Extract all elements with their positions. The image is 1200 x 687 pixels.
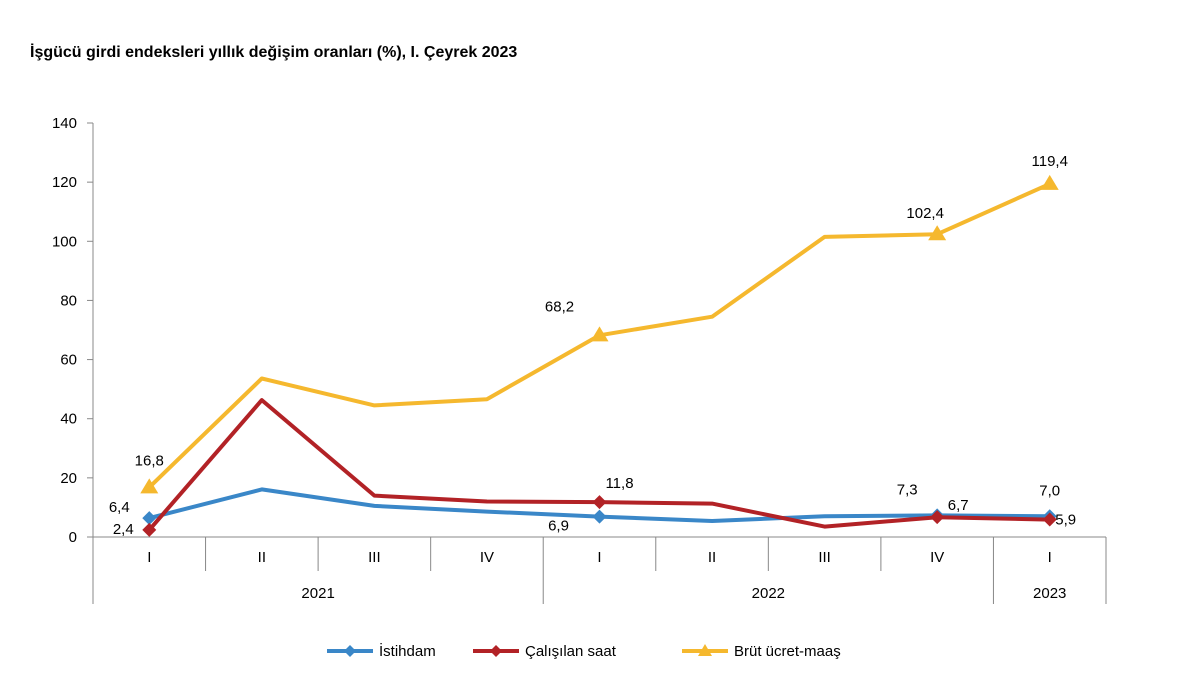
year-label: 2021	[301, 585, 334, 602]
data-label: 119,4	[1032, 153, 1068, 170]
x-tick-label: I	[597, 549, 601, 566]
legend-marker-triangle	[698, 644, 712, 656]
x-tick-label: IV	[930, 549, 944, 566]
series-point-diamond	[142, 522, 157, 537]
x-tick-label: I	[147, 549, 151, 566]
year-label: 2022	[752, 585, 785, 602]
series-point-diamond	[930, 510, 945, 525]
data-label: 16,8	[135, 452, 164, 469]
y-tick-label: 0	[69, 529, 77, 546]
series-point-diamond	[1042, 512, 1057, 527]
legend-marker-diamond	[490, 645, 502, 657]
y-tick-label: 40	[60, 411, 77, 428]
series-point-triangle	[590, 326, 609, 342]
series-point-diamond	[592, 495, 607, 510]
y-tick-label: 140	[52, 115, 77, 132]
data-label: 68,2	[545, 298, 574, 315]
y-tick-label: 20	[60, 470, 77, 487]
legend-label: Brüt ücret-maaş	[734, 643, 841, 660]
x-tick-label: III	[818, 549, 831, 566]
y-tick-label: 100	[52, 233, 77, 250]
chart-legend: İstihdam Çalışılan saat Brüt ücret-maaş	[327, 642, 841, 660]
year-label: 2023	[1033, 585, 1066, 602]
y-tick-label: 80	[60, 292, 77, 309]
legend-label: Çalışılan saat	[525, 643, 617, 660]
series-point-triangle	[928, 225, 947, 241]
series-point-triangle	[140, 478, 159, 494]
chart-title: İşgücü girdi endeksleri yıllık değişim o…	[30, 44, 518, 61]
series-point-triangle	[1040, 174, 1059, 190]
legend-marker-diamond	[344, 645, 356, 657]
y-tick-label: 120	[52, 174, 77, 191]
data-label: 11,8	[605, 475, 633, 492]
data-label: 5,9	[1055, 512, 1076, 529]
chart-series	[140, 174, 1059, 537]
x-tick-label: II	[258, 549, 266, 566]
x-tick-label: I	[1048, 549, 1052, 566]
data-label: 6,7	[948, 497, 969, 514]
series-point-diamond	[592, 509, 607, 524]
data-label: 6,4	[109, 499, 130, 516]
series-point-diamond	[142, 511, 157, 526]
chart-data-labels: 6,4 6,9 7,3 7,0 2,4 11,8 6,7 5,9 16,8 68,2 102,4 11…	[109, 153, 1076, 538]
data-label: 2,4	[113, 521, 134, 538]
y-tick-label: 60	[60, 352, 77, 369]
data-label: 7,3	[897, 481, 918, 498]
data-label: 102,4	[906, 205, 944, 222]
x-tick-label: II	[708, 549, 716, 566]
legend-label: İstihdam	[379, 642, 436, 660]
x-tick-label: IV	[480, 549, 494, 566]
data-label: 6,9	[548, 518, 569, 535]
x-tick-label: III	[368, 549, 381, 566]
data-label: 7,0	[1039, 482, 1060, 499]
